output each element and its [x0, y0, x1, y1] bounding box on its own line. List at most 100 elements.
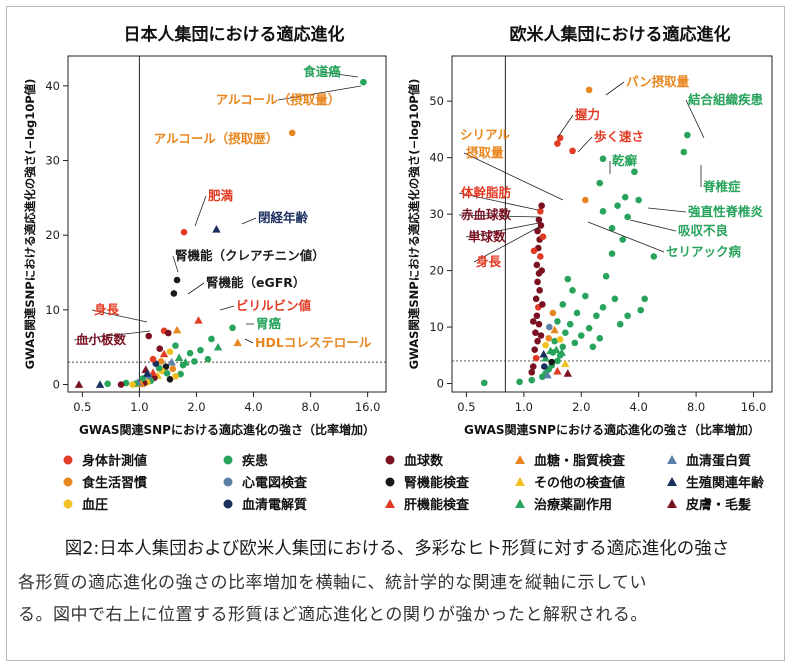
leader-line [685, 99, 705, 139]
data-point [162, 363, 170, 370]
data-point [608, 250, 616, 257]
leader-line [557, 114, 574, 138]
data-point [554, 318, 561, 325]
data-point [288, 129, 296, 137]
data-point [616, 320, 624, 328]
data-point [611, 295, 619, 303]
data-point [172, 342, 179, 350]
legend-label: その他の検査値 [534, 475, 625, 491]
data-point [528, 376, 536, 384]
data-point [539, 233, 547, 241]
legend-label: 腎機能検査 [404, 475, 470, 491]
plot-frame [67, 55, 387, 393]
leader-line [577, 136, 593, 153]
legend-marker-triangle [385, 499, 395, 508]
data-point [559, 301, 567, 308]
legend-label: 血清電解質 [242, 497, 307, 513]
legend-item: 血圧 [63, 497, 108, 513]
data-point [534, 227, 541, 235]
data-point [208, 335, 215, 343]
leader-line [458, 214, 540, 218]
data-point [172, 325, 182, 334]
data-point [564, 275, 572, 283]
legend-item: 皮膚・毛髪 [667, 497, 751, 513]
data-point [599, 303, 607, 311]
x-tick-label: 16.0 [741, 400, 767, 414]
data-point [545, 335, 553, 342]
data-point [599, 155, 607, 163]
legend-marker-circle [385, 477, 395, 487]
y-tick-label: 40 [45, 79, 60, 93]
data-point [166, 348, 174, 355]
data-point [145, 332, 153, 340]
data-point [553, 366, 562, 375]
data-point [535, 216, 543, 224]
legend-marker-circle [63, 455, 73, 465]
data-point [541, 363, 548, 370]
y-tick-label: 0 [53, 378, 60, 392]
legend-label: 血圧 [82, 497, 108, 513]
leader-line [277, 85, 362, 101]
data-point [641, 295, 648, 303]
legend-label: 生殖関連年齢 [686, 475, 765, 491]
legend-item: 食生活習慣 [63, 475, 147, 491]
legend-marker-circle [385, 455, 395, 465]
y-tick-label: 10 [45, 303, 60, 317]
data-point [536, 287, 543, 294]
leader-line [172, 255, 179, 273]
y-axis-label: GWAS関連SNPにおける適応進化の強さ(−log10P値) [23, 79, 37, 370]
caption-line-1: 各形質の適応進化の強さの比率増加を横軸に、統計学的な関連を縦軸に示してい [18, 573, 647, 593]
annotation-label: 血小板数 [76, 332, 127, 347]
data-point [552, 345, 561, 354]
leader-line [194, 195, 207, 227]
data-point [539, 301, 546, 308]
leader-line [91, 309, 148, 323]
data-point [571, 339, 579, 347]
data-point [593, 312, 600, 320]
data-point [167, 357, 176, 366]
legend-marker-triangle [667, 477, 677, 486]
data-point [95, 380, 105, 388]
x-tick-label: 0.5 [457, 400, 475, 414]
leader-line [244, 338, 254, 344]
data-point [164, 329, 172, 337]
y-tick-label: 20 [429, 264, 444, 278]
data-point [480, 379, 488, 387]
x-tick-label: 1.0 [515, 400, 533, 414]
data-point [556, 336, 564, 343]
data-points [74, 78, 367, 388]
data-point [599, 207, 607, 215]
data-point [163, 370, 171, 377]
data-point [532, 329, 539, 337]
data-point [360, 78, 367, 86]
data-point [117, 381, 125, 388]
data-point [566, 320, 574, 328]
data-points [480, 86, 691, 387]
y-tick-label: 40 [429, 151, 444, 165]
legend-marker-circle [223, 455, 233, 465]
annotation-label: 閉経年齢 [258, 210, 309, 225]
data-point [554, 140, 561, 147]
data-point [537, 332, 545, 339]
annotation-label: アルコール（摂取歴） [154, 131, 279, 146]
data-point [631, 168, 638, 176]
legend-item: 疾患 [223, 453, 268, 469]
data-point [585, 324, 593, 332]
data-point [608, 224, 616, 232]
x-tick-label: 2.0 [187, 400, 205, 414]
y-tick-label: 30 [429, 207, 444, 221]
leader-line [463, 152, 564, 201]
data-point [534, 278, 541, 286]
data-point [530, 247, 538, 255]
legend-item: 身体計測値 [63, 453, 147, 469]
data-point [533, 261, 541, 269]
annotation-label: 腎機能（eGFR） [206, 275, 305, 290]
y-tick-label: 50 [429, 94, 444, 108]
data-point [104, 380, 111, 388]
data-point [569, 147, 576, 155]
leader-line [241, 217, 257, 225]
data-point [556, 134, 564, 142]
data-point [563, 369, 573, 377]
legend-item: 腎機能検査 [385, 475, 470, 491]
